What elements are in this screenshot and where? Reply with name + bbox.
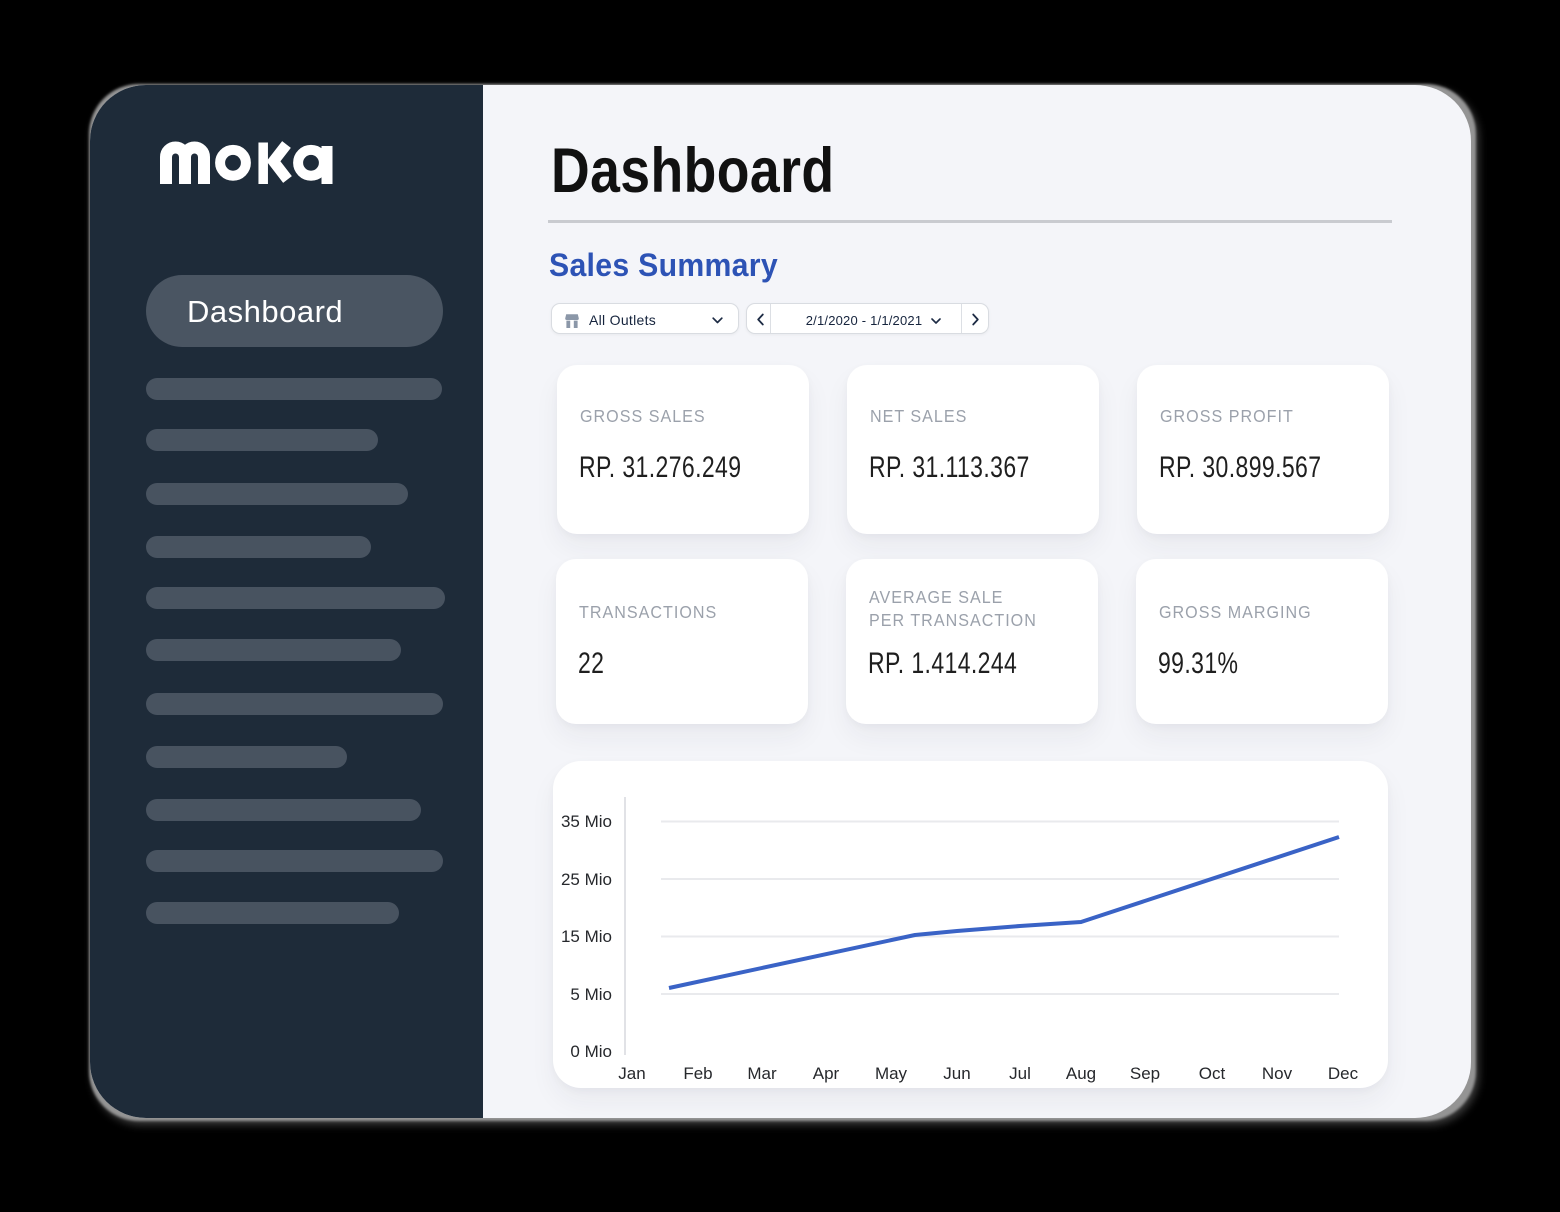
svg-text:May: May [875,1064,908,1083]
svg-text:Jan: Jan [618,1064,645,1083]
svg-text:35 Mio: 35 Mio [561,812,612,831]
svg-text:Oct: Oct [1199,1064,1226,1083]
svg-text:Sep: Sep [1130,1064,1160,1083]
svg-text:Dec: Dec [1328,1064,1359,1083]
svg-text:Mar: Mar [747,1064,777,1083]
svg-text:Jul: Jul [1009,1064,1031,1083]
svg-text:Nov: Nov [1262,1064,1293,1083]
svg-text:0 Mio: 0 Mio [570,1042,612,1061]
svg-text:Jun: Jun [943,1064,970,1083]
svg-text:5 Mio: 5 Mio [570,985,612,1004]
svg-text:Apr: Apr [813,1064,840,1083]
svg-text:25 Mio: 25 Mio [561,870,612,889]
svg-text:Aug: Aug [1066,1064,1096,1083]
svg-text:15 Mio: 15 Mio [561,927,612,946]
svg-text:Feb: Feb [683,1064,712,1083]
